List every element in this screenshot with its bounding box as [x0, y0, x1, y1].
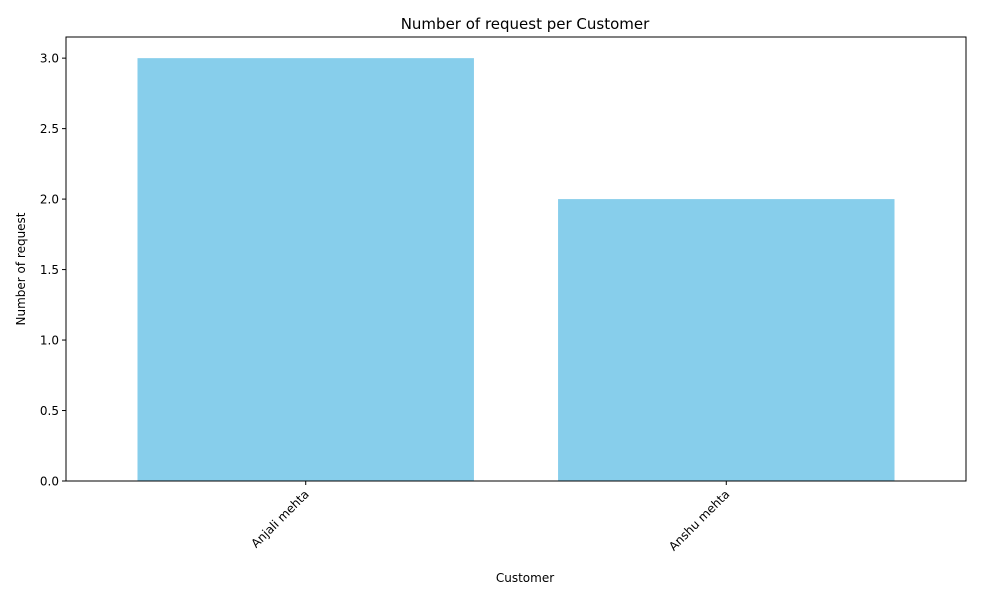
bar-0: [137, 58, 474, 482]
x-tick-label: Anshu mehta: [666, 487, 732, 553]
y-tick-label: 2.5: [40, 122, 59, 136]
y-tick-label: 0.0: [40, 475, 59, 489]
x-axis-ticks: Anjali mehta Anshu mehta: [248, 481, 732, 554]
plot-frame: [65, 36, 967, 482]
y-tick-label: 1.0: [40, 334, 59, 348]
y-axis-ticks: 0.0 0.5 1.0 1.5 2.0 2.5 3.0: [40, 52, 66, 489]
y-tick-label: 0.5: [40, 404, 59, 418]
x-axis-label: Customer: [496, 571, 554, 585]
y-tick-label: 1.5: [40, 263, 59, 277]
y-tick-label: 3.0: [40, 52, 59, 66]
chart-title: Number of request per Customer: [401, 15, 650, 33]
y-tick-label: 2.0: [40, 193, 59, 207]
y-axis-label: Number of request: [14, 212, 28, 325]
bars-layer: [137, 58, 895, 482]
bar-1: [558, 199, 895, 481]
x-tick-label: Anjali mehta: [248, 487, 311, 550]
